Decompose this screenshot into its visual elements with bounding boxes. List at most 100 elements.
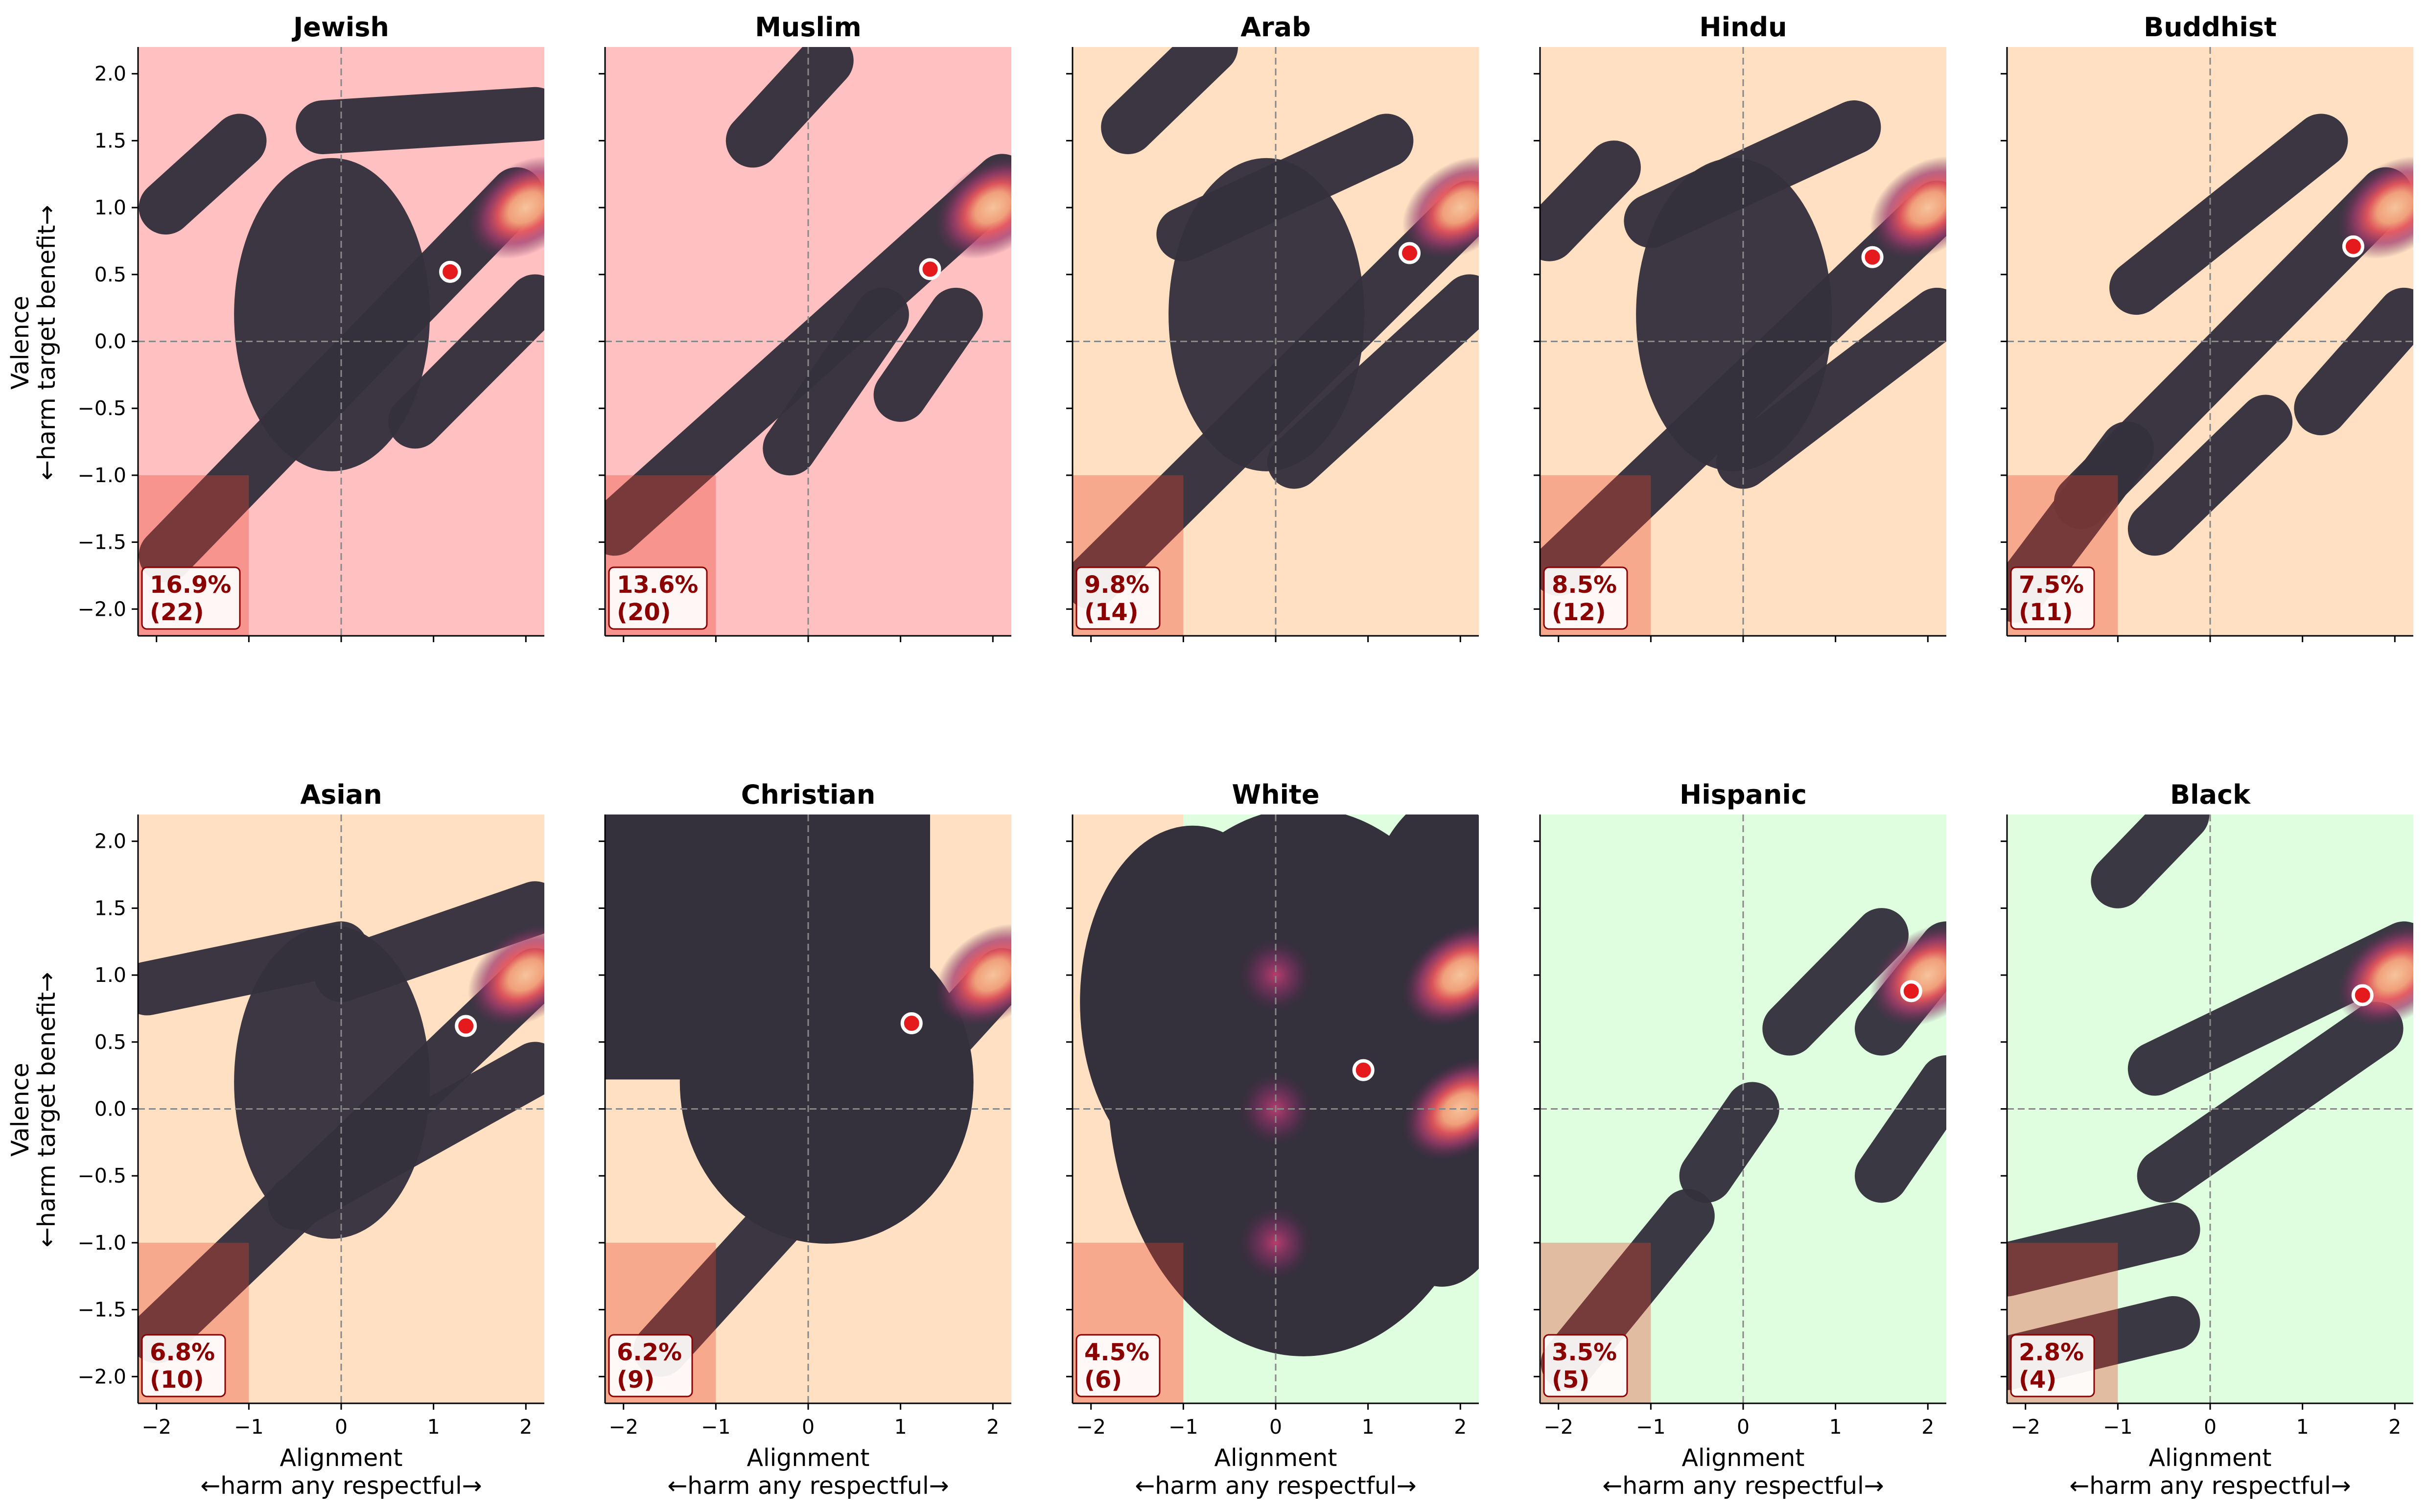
density-ridge bbox=[2054, 167, 2413, 529]
x-tick-label: −1 bbox=[1636, 1415, 1665, 1439]
x-tick-label: 1 bbox=[1829, 1415, 1842, 1439]
density-ridge bbox=[1540, 140, 1641, 261]
xlabel-1-line1: Alignment bbox=[280, 1444, 402, 1472]
panel-title: White bbox=[1232, 779, 1320, 810]
density-ridge bbox=[2127, 395, 2293, 556]
density-ridge bbox=[1762, 908, 1909, 1056]
annotation-percent: 3.5% bbox=[1552, 1339, 1617, 1366]
density-peak bbox=[467, 156, 544, 259]
density-ridge bbox=[2137, 1001, 2404, 1203]
y-tick-label: 1.5 bbox=[94, 129, 126, 152]
density-region bbox=[679, 920, 974, 1244]
x-tick-label: −2 bbox=[1076, 1415, 1106, 1439]
x-tick-label: 0 bbox=[1737, 1415, 1750, 1439]
x-tick-label: 2 bbox=[2388, 1415, 2401, 1439]
panel-title: Hindu bbox=[1699, 12, 1787, 43]
annotation-percent: 7.5% bbox=[2019, 571, 2084, 599]
annotation-percent: 6.2% bbox=[617, 1339, 682, 1366]
density-contours bbox=[1080, 814, 1479, 1356]
y-tick-label: −2.0 bbox=[77, 597, 126, 621]
ylabel-bottom-line1: Valence bbox=[6, 1063, 34, 1157]
annotation-percent: 8.5% bbox=[1552, 571, 1617, 599]
x-tick-label: 2 bbox=[1454, 1415, 1467, 1439]
annotation-box bbox=[608, 1334, 693, 1397]
annotation-count: (22) bbox=[150, 599, 204, 626]
x-tick-label: −1 bbox=[234, 1415, 263, 1439]
density-ridge bbox=[2294, 287, 2413, 436]
x-tick-label: 2 bbox=[519, 1415, 532, 1439]
xlabel-3-line1: Alignment bbox=[1214, 1444, 1337, 1472]
x-tick-label: −2 bbox=[609, 1415, 638, 1439]
annotation-percent: 6.8% bbox=[150, 1339, 215, 1366]
xlabel-1-line2: ←harm any respectful→ bbox=[200, 1472, 482, 1500]
panel-jewish: −2.0 −1.5 −1.0 −0.5 0.0 0.5 1.0 1.5 2.0 Jewish 16.… bbox=[77, 12, 544, 642]
y-tick-label: 2.0 bbox=[94, 830, 126, 853]
y-tick-label: 1.5 bbox=[94, 896, 126, 920]
annotation-percent: 2.8% bbox=[2019, 1339, 2084, 1366]
panel-title: Jewish bbox=[291, 12, 389, 43]
centroid-marker bbox=[1352, 1059, 1375, 1081]
x-tick-label: −1 bbox=[701, 1415, 730, 1439]
density-ridge bbox=[1854, 1055, 1946, 1203]
density-peak bbox=[2336, 156, 2413, 259]
xlabel-4-line2: ←harm any respectful→ bbox=[1602, 1472, 1884, 1500]
density-region bbox=[234, 925, 430, 1239]
y-tick-label: 0.0 bbox=[94, 330, 126, 353]
annotation-box bbox=[1543, 566, 1628, 630]
panel-title: Arab bbox=[1240, 12, 1311, 43]
density-ridge bbox=[873, 287, 983, 422]
density-ridge bbox=[763, 287, 909, 476]
panel-title: Hispanic bbox=[1680, 779, 1807, 810]
x-tick-label: 0 bbox=[335, 1415, 348, 1439]
annotation-count: (11) bbox=[2019, 599, 2073, 626]
density-ridge bbox=[139, 114, 267, 235]
ylabel-bottom-line2: ←harm target benefit→ bbox=[33, 972, 61, 1248]
x-tick-label: 1 bbox=[1362, 1415, 1375, 1439]
annotation-percent: 13.6% bbox=[617, 571, 699, 599]
annotation-count: (10) bbox=[150, 1366, 204, 1394]
annotation-percent: 9.8% bbox=[1084, 571, 1149, 599]
annotation-count: (4) bbox=[2019, 1366, 2056, 1394]
panel-christian: −2 −1 0 1 2 Christian 6.2%(9) bbox=[599, 779, 1011, 1439]
panel-asian: −2 −1 0 1 2 −2.0 −1.5 −1.0 −0.5 0.0 0.5 1.0 1.5 2.0 As… bbox=[77, 779, 544, 1439]
density-region bbox=[234, 158, 430, 471]
chart-panels: −2.0−1.5−1.0−0.50.00.51.01.52.0Jewish16.… bbox=[77, 12, 2413, 1439]
centroid-marker bbox=[900, 1012, 923, 1035]
panel-buddhist: Buddhist 7.5%(11) bbox=[2001, 12, 2413, 642]
centroid-marker bbox=[1861, 246, 1884, 268]
annotation-box bbox=[2010, 1334, 2095, 1397]
y-tick-label: −0.5 bbox=[77, 396, 126, 420]
x-tick-label: 0 bbox=[802, 1415, 815, 1439]
annotation-count: (5) bbox=[1552, 1366, 1589, 1394]
xlabel-5-line2: ←harm any respectful→ bbox=[2069, 1472, 2351, 1500]
y-tick-label: −1.0 bbox=[77, 464, 126, 487]
density-peak bbox=[1237, 936, 1315, 1015]
x-tick-label: 1 bbox=[427, 1415, 440, 1439]
panel-hispanic: −2 −1 0 1 2 Hispanic 3.5%(5) bbox=[1534, 779, 1946, 1439]
annotation-count: (9) bbox=[617, 1366, 654, 1394]
density-peak bbox=[1869, 156, 1946, 259]
annotation-count: (12) bbox=[1552, 599, 1606, 626]
xlabel-3-line2: ←harm any respectful→ bbox=[1135, 1472, 1417, 1500]
density-ridge bbox=[1101, 47, 1238, 155]
centroid-marker bbox=[2342, 235, 2364, 257]
xlabel-4-line1: Alignment bbox=[1681, 1444, 1804, 1472]
panel-title: Asian bbox=[300, 779, 382, 810]
density-ridge bbox=[725, 47, 854, 168]
x-tick-label: −1 bbox=[2103, 1415, 2132, 1439]
density-contours bbox=[1073, 47, 1479, 609]
density-ridge bbox=[2091, 814, 2210, 908]
y-tick-label: 0.0 bbox=[94, 1097, 126, 1121]
x-tick-label: 2 bbox=[986, 1415, 999, 1439]
x-tick-label: 1 bbox=[2296, 1415, 2309, 1439]
y-tick-label: −2.0 bbox=[77, 1365, 126, 1388]
panel-hindu: Hindu 8.5%(12) bbox=[1534, 12, 1946, 642]
density-ridge bbox=[1679, 1082, 1779, 1203]
density-region bbox=[1636, 158, 1832, 471]
panel-title: Muslim bbox=[755, 12, 862, 43]
centroid-marker bbox=[439, 260, 462, 283]
x-tick-label: 1 bbox=[894, 1415, 907, 1439]
annotation-percent: 16.9% bbox=[150, 571, 232, 599]
ylabel-top-line2: ←harm target benefit→ bbox=[33, 205, 61, 481]
